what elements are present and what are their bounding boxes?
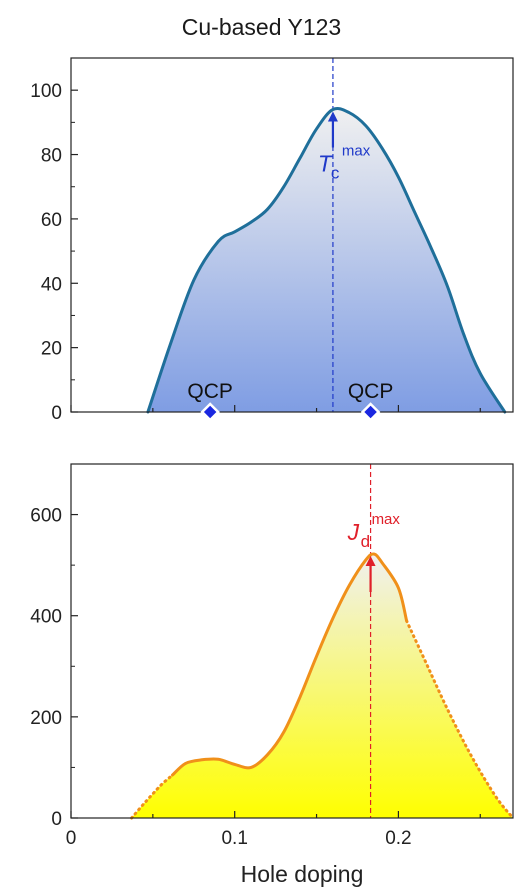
top-area-fill xyxy=(147,108,505,412)
bottom-max-label-sup: max xyxy=(372,511,401,528)
bottom-ytick-label-0: 0 xyxy=(51,809,62,830)
top-ytick-label-3: 60 xyxy=(41,210,62,231)
top-ytick-label-2: 40 xyxy=(41,274,62,295)
top-qcp-marker-0 xyxy=(200,402,220,422)
top-series-0-line xyxy=(146,106,507,414)
top-qcp-label-0: QCP xyxy=(187,380,233,403)
bottom-xtick-label-2: 0.2 xyxy=(385,828,411,849)
top-ytick-label-4: 80 xyxy=(41,146,62,167)
top-ytick-label-5: 100 xyxy=(30,81,62,102)
top-max-label-sup: max xyxy=(342,142,371,159)
top-qcp-marker-1 xyxy=(360,402,381,422)
bottom-max-label-sub: d xyxy=(361,532,370,551)
bottom-series-0-line xyxy=(130,773,174,820)
bottom-axes-frame xyxy=(70,463,514,819)
top-max-label-sub: c xyxy=(331,163,340,182)
bottom-series-2-line xyxy=(405,619,515,820)
top-qcp-label-1: QCP xyxy=(348,380,394,403)
bottom-xlabel: Hole doping xyxy=(241,861,364,887)
bottom-ytick-label-3: 600 xyxy=(30,506,62,527)
bottom-max-arrow-head xyxy=(365,556,376,567)
bottom-series-1-line xyxy=(171,552,409,777)
top-max-arrow-head xyxy=(327,111,338,122)
bottom-xtick-label-1: 0.1 xyxy=(221,828,247,849)
chart-title: Cu-based Y123 xyxy=(181,14,342,40)
bottom-ytick-label-2: 400 xyxy=(30,607,62,628)
bottom-ytick-label-1: 200 xyxy=(30,708,62,729)
top-axes-frame xyxy=(70,57,514,413)
top-ytick-label-1: 20 xyxy=(41,339,62,360)
bottom-area-fill xyxy=(131,553,513,818)
top-max-label: T xyxy=(318,150,334,176)
top-ytick-label-0: 0 xyxy=(51,403,62,424)
bottom-max-label: J xyxy=(347,519,360,545)
bottom-xtick-label-0: 0 xyxy=(66,828,77,849)
